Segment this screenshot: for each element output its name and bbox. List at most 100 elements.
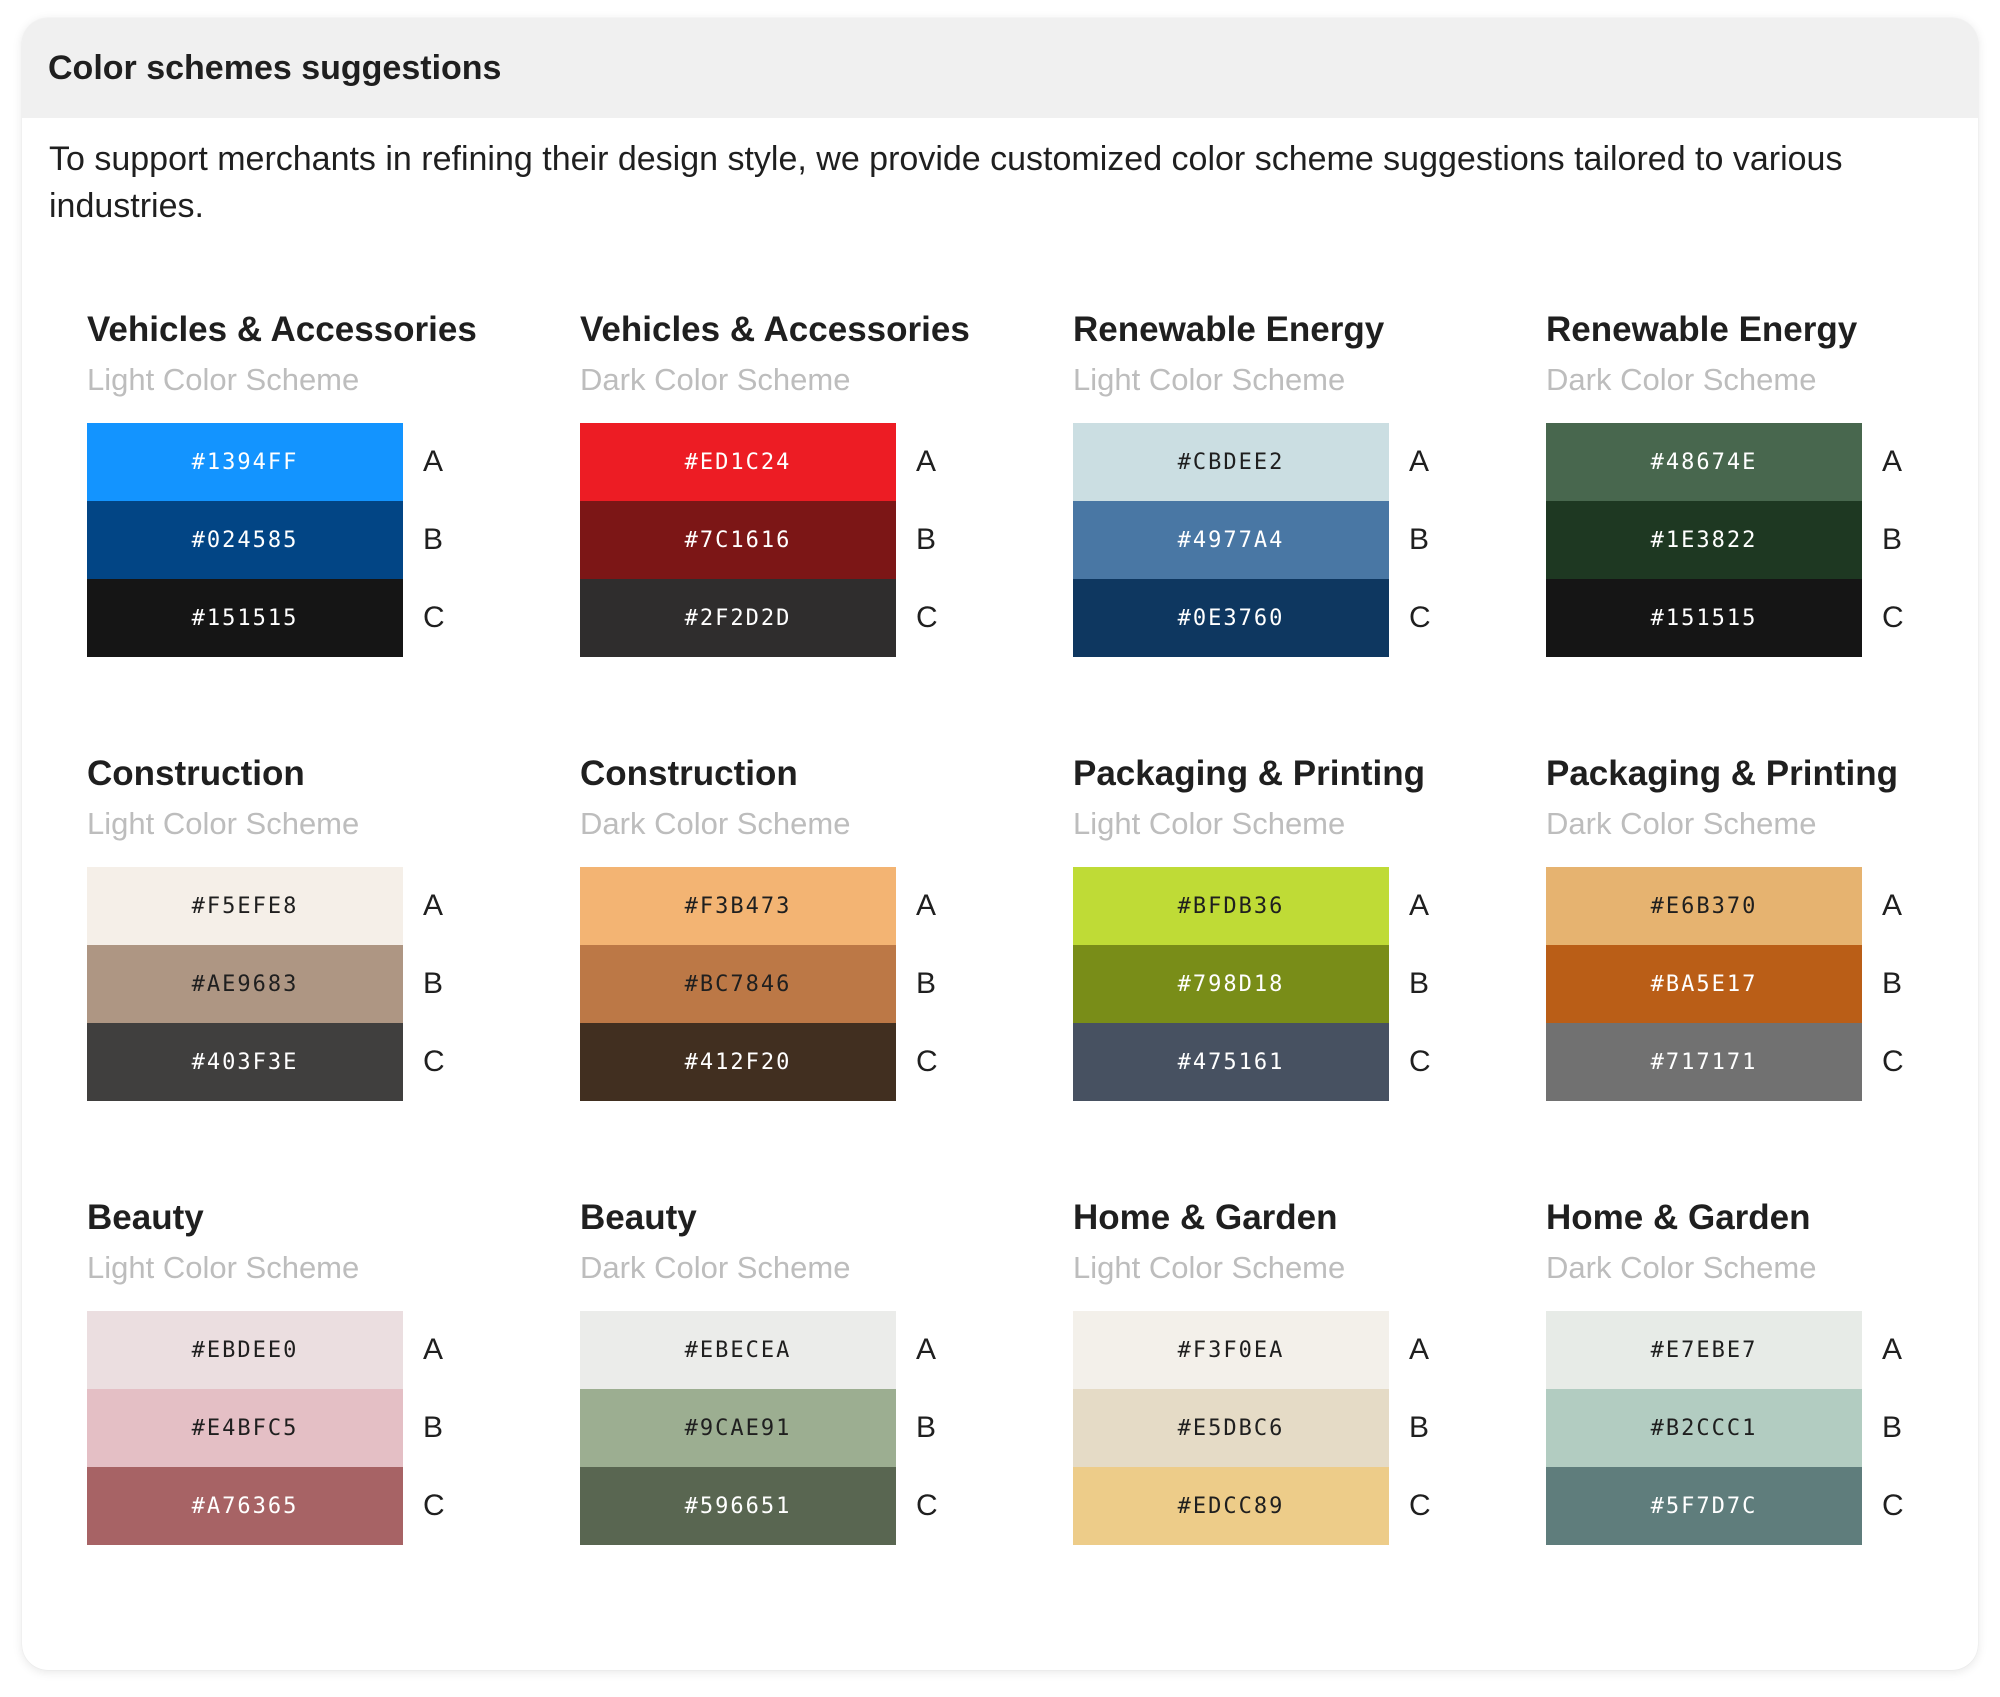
- swatch-row: #E7EBE7 A: [1546, 1311, 1966, 1389]
- hex-code: #48674E: [1650, 449, 1758, 475]
- hex-code: #BFDB36: [1177, 893, 1285, 919]
- scheme-subtitle: Dark Color Scheme: [580, 362, 851, 397]
- color-swatch: #EDCC89: [1073, 1467, 1389, 1545]
- swatch-letter: B: [423, 523, 444, 556]
- swatch-stack: #CBDEE2 A #4977A4 B #0E3760 C: [1073, 423, 1493, 657]
- swatch-row: #F5EFE8 A: [87, 867, 507, 945]
- scheme-subtitle: Dark Color Scheme: [1546, 362, 1817, 397]
- color-scheme-card: Packaging & Printing Light Color Scheme #B…: [1073, 752, 1493, 1101]
- swatch-row: #717171 C: [1546, 1023, 1966, 1101]
- hex-code: #F3B473: [684, 893, 792, 919]
- color-swatch: #4977A4: [1073, 501, 1389, 579]
- color-scheme-card: Construction Dark Color Scheme #F3B473 A #BC…: [580, 752, 1000, 1101]
- hex-code: #151515: [1650, 605, 1758, 631]
- hex-code: #BA5E17: [1650, 971, 1758, 997]
- scheme-subtitle: Light Color Scheme: [87, 806, 360, 841]
- swatch-letter: C: [1409, 1045, 1431, 1078]
- hex-code: #5F7D7C: [1650, 1493, 1758, 1519]
- scheme-title: Beauty: [580, 1198, 697, 1237]
- swatch-row: #024585 B: [87, 501, 507, 579]
- swatch-row: #F3F0EA A: [1073, 1311, 1493, 1389]
- swatch-stack: #EBECEA A #9CAE91 B #596651 C: [580, 1311, 1000, 1545]
- hex-code: #CBDEE2: [1177, 449, 1285, 475]
- swatch-letter: B: [1409, 1411, 1430, 1444]
- color-swatch: #BC7846: [580, 945, 896, 1023]
- swatch-stack: #E6B370 A #BA5E17 B #717171 C: [1546, 867, 1966, 1101]
- swatch-row: #7C1616 B: [580, 501, 1000, 579]
- swatch-letter: C: [1882, 601, 1904, 634]
- swatch-letter: B: [916, 523, 937, 556]
- color-scheme-card: Vehicles & Accessories Light Color Scheme…: [87, 308, 507, 657]
- color-swatch: #403F3E: [87, 1023, 403, 1101]
- hex-code: #E7EBE7: [1650, 1337, 1758, 1363]
- scheme-title: Construction: [87, 754, 305, 793]
- swatch-stack: #EBDEE0 A #E4BFC5 B #A76365 C: [87, 1311, 507, 1545]
- swatch-letter: A: [1882, 889, 1903, 922]
- color-swatch: #717171: [1546, 1023, 1862, 1101]
- scheme-subtitle: Dark Color Scheme: [580, 806, 851, 841]
- hex-code: #AE9683: [191, 971, 299, 997]
- swatch-row: #151515 C: [87, 579, 507, 657]
- card-header: Color schemes suggestions: [22, 18, 1978, 118]
- swatch-stack: #E7EBE7 A #B2CCC1 B #5F7D7C C: [1546, 1311, 1966, 1545]
- hex-code: #EBDEE0: [191, 1337, 299, 1363]
- color-swatch: #ED1C24: [580, 423, 896, 501]
- swatch-stack: #F3F0EA A #E5DBC6 B #EDCC89 C: [1073, 1311, 1493, 1545]
- hex-code: #1E3822: [1650, 527, 1758, 553]
- swatch-row: #412F20 C: [580, 1023, 1000, 1101]
- color-scheme-card: Packaging & Printing Dark Color Scheme #E6…: [1546, 752, 1966, 1101]
- color-swatch: #EBDEE0: [87, 1311, 403, 1389]
- scheme-subtitle: Light Color Scheme: [1073, 362, 1346, 397]
- swatch-stack: #48674E A #1E3822 B #151515 C: [1546, 423, 1966, 657]
- hex-code: #EDCC89: [1177, 1493, 1285, 1519]
- swatch-letter: A: [423, 889, 444, 922]
- hex-code: #A76365: [191, 1493, 299, 1519]
- scheme-title: Vehicles & Accessories: [580, 310, 970, 349]
- swatch-letter: B: [1409, 967, 1430, 1000]
- swatch-row: #1E3822 B: [1546, 501, 1966, 579]
- scheme-title: Home & Garden: [1073, 1198, 1338, 1237]
- color-swatch: #151515: [87, 579, 403, 657]
- color-swatch: #798D18: [1073, 945, 1389, 1023]
- swatch-row: #E5DBC6 B: [1073, 1389, 1493, 1467]
- hex-code: #F5EFE8: [191, 893, 299, 919]
- swatch-letter: A: [1409, 445, 1430, 478]
- color-swatch: #CBDEE2: [1073, 423, 1389, 501]
- color-scheme-card: Home & Garden Light Color Scheme #F3F0EA A #…: [1073, 1196, 1493, 1545]
- swatch-letter: C: [423, 1489, 445, 1522]
- scheme-title: Beauty: [87, 1198, 204, 1237]
- swatch-letter: A: [1882, 445, 1903, 478]
- hex-code: #E5DBC6: [1177, 1415, 1285, 1441]
- scheme-subtitle: Dark Color Scheme: [580, 1250, 851, 1285]
- hex-code: #EBECEA: [684, 1337, 792, 1363]
- color-swatch: #A76365: [87, 1467, 403, 1545]
- color-schemes-card: Color schemes suggestions To support mer…: [22, 18, 1978, 1670]
- swatch-row: #BC7846 B: [580, 945, 1000, 1023]
- hex-code: #596651: [684, 1493, 792, 1519]
- swatch-letter: A: [423, 445, 444, 478]
- scheme-subtitle: Dark Color Scheme: [1546, 806, 1817, 841]
- hex-code: #151515: [191, 605, 299, 631]
- scheme-grid: Vehicles & Accessories Light Color Scheme…: [22, 18, 1978, 1670]
- color-swatch: #2F2D2D: [580, 579, 896, 657]
- swatch-row: #403F3E C: [87, 1023, 507, 1101]
- swatch-stack: #1394FF A #024585 B #151515 C: [87, 423, 507, 657]
- swatch-row: #E6B370 A: [1546, 867, 1966, 945]
- swatch-stack: #ED1C24 A #7C1616 B #2F2D2D C: [580, 423, 1000, 657]
- swatch-row: #2F2D2D C: [580, 579, 1000, 657]
- color-swatch: #151515: [1546, 579, 1862, 657]
- hex-code: #024585: [191, 527, 299, 553]
- color-swatch: #E5DBC6: [1073, 1389, 1389, 1467]
- swatch-letter: A: [1882, 1333, 1903, 1366]
- swatch-letter: C: [1882, 1489, 1904, 1522]
- swatch-stack: #F5EFE8 A #AE9683 B #403F3E C: [87, 867, 507, 1101]
- swatch-row: #A76365 C: [87, 1467, 507, 1545]
- color-scheme-card: Beauty Light Color Scheme #EBDEE0 A #E4BFC5 B…: [87, 1196, 507, 1545]
- hex-code: #475161: [1177, 1049, 1285, 1075]
- swatch-row: #4977A4 B: [1073, 501, 1493, 579]
- scheme-title: Construction: [580, 754, 798, 793]
- color-swatch: #E7EBE7: [1546, 1311, 1862, 1389]
- hex-code: #ED1C24: [684, 449, 792, 475]
- hex-code: #E4BFC5: [191, 1415, 299, 1441]
- color-scheme-card: Construction Light Color Scheme #F5EFE8 A #A…: [87, 752, 507, 1101]
